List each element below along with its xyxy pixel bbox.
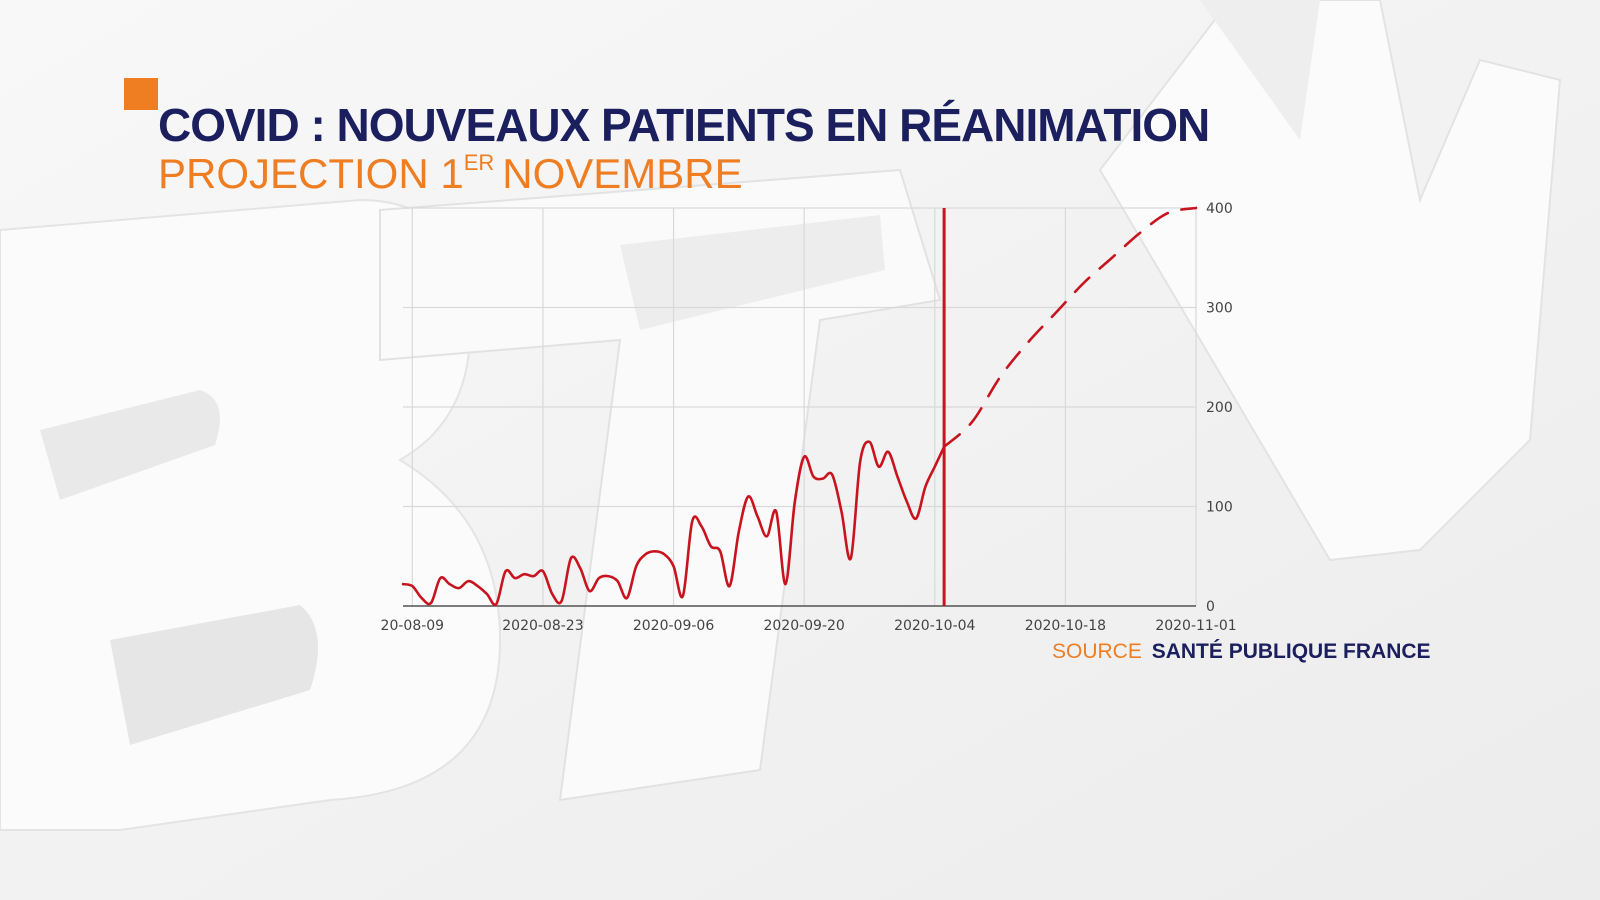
x-tick-label: 20-08-09: [381, 618, 445, 634]
source-label: SOURCE: [1052, 640, 1142, 663]
y-tick-label: 200: [1206, 400, 1233, 416]
axes: 0 100 200 300 400 20-08-09 2020-08-23 2020-09-0…: [381, 201, 1237, 634]
y-tick-label: 400: [1206, 201, 1233, 217]
chart-subtitle: PROJECTION 1ER NOVEMBRE: [158, 150, 743, 198]
x-tick-label: 2020-09-20: [763, 618, 844, 634]
observed-line: [401, 440, 946, 607]
grid: [403, 207, 1197, 607]
x-tick-label: 2020-11-01: [1155, 618, 1236, 634]
series: [401, 206, 1198, 607]
y-tick-label: 0: [1206, 599, 1215, 615]
subtitle-end: NOVEMBRE: [502, 150, 743, 197]
x-tick-label: 2020-10-04: [894, 618, 975, 634]
subtitle-superscript: ER: [463, 150, 495, 175]
subtitle-main: PROJECTION 1: [158, 150, 464, 197]
x-tick-label: 2020-10-18: [1025, 618, 1106, 634]
x-tick-label: 2020-08-23: [502, 618, 583, 634]
y-tick-label: 100: [1206, 500, 1233, 516]
projection-line: [942, 206, 1198, 449]
x-tick-label: 2020-09-06: [633, 618, 714, 634]
source-credit: SOURCE SANTÉ PUBLIQUE FRANCE: [1052, 640, 1431, 664]
y-tick-label: 300: [1206, 301, 1233, 317]
chart-title: COVID : NOUVEAUX PATIENTS EN RÉANIMATION: [158, 99, 1210, 151]
accent-square: [124, 78, 158, 110]
source-name: SANTÉ PUBLIQUE FRANCE: [1151, 640, 1431, 663]
